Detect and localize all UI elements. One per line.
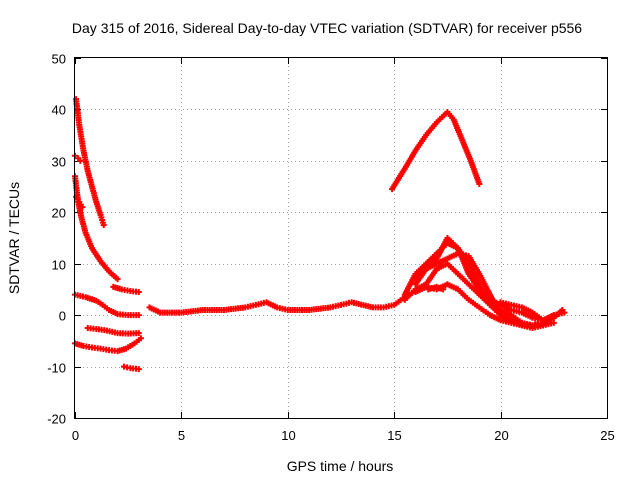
- data-point: [114, 276, 121, 283]
- data-point: [559, 307, 566, 313]
- series-arc-a: [73, 96, 107, 229]
- series-arc-i: [120, 363, 142, 373]
- x-tick-label: 10: [281, 428, 295, 443]
- data-point: [476, 181, 483, 187]
- y-tick-label: 30: [52, 155, 66, 170]
- y-tick-label: 40: [52, 103, 66, 118]
- y-axis-label: SDTVAR / TECUs: [6, 182, 22, 294]
- y-tick-label: 50: [52, 52, 66, 67]
- data-point: [550, 319, 557, 326]
- data-points: [72, 96, 568, 373]
- y-tick-label: 10: [52, 258, 66, 273]
- data-point: [100, 222, 107, 229]
- series-arc-c: [72, 173, 121, 283]
- x-tick-label: 15: [387, 428, 401, 443]
- plot-frame: [74, 57, 608, 419]
- series-mid: [146, 294, 408, 316]
- x-tick-label: 20: [494, 428, 508, 443]
- data-point: [79, 204, 86, 211]
- y-tick-label: -20: [47, 412, 66, 427]
- series-late-2: [529, 307, 566, 329]
- data-point: [135, 330, 142, 337]
- y-tick-label: -10: [47, 361, 66, 376]
- data-point: [135, 289, 142, 295]
- y-tick-label: 20: [52, 206, 66, 221]
- data-point: [137, 335, 144, 342]
- x-tick-label: 5: [178, 428, 185, 443]
- series-arc-f: [72, 291, 142, 319]
- series-peak: [389, 109, 483, 193]
- data-point: [135, 312, 142, 319]
- data-point: [77, 157, 84, 164]
- grid: [75, 58, 607, 418]
- data-point: [440, 286, 447, 293]
- series-storm-6: [425, 283, 447, 293]
- x-axis-label: GPS time / hours: [287, 458, 394, 474]
- series-arc-e: [110, 283, 142, 295]
- series-arc-g: [84, 325, 142, 337]
- x-tick-label: 0: [72, 428, 79, 443]
- y-tick-label: 0: [59, 309, 66, 324]
- chart-title: Day 315 of 2016, Sidereal Day-to-day VTE…: [72, 20, 582, 36]
- data-point: [135, 366, 142, 373]
- x-tick-label: 25: [600, 428, 614, 443]
